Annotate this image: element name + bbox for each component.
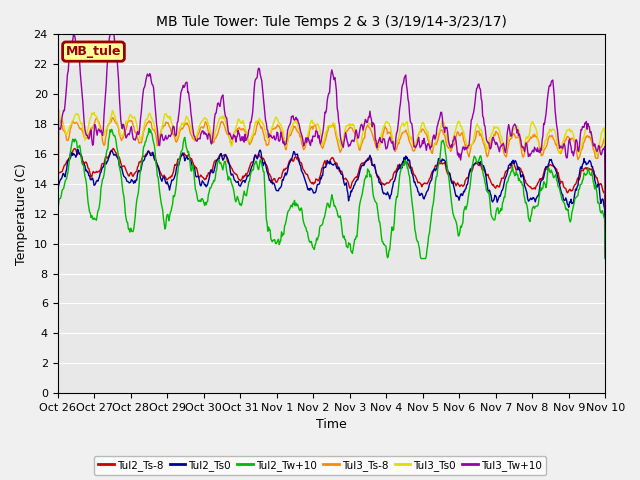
Tul2_Ts-8 — [205, 171, 213, 177]
Tul3_Ts-8 — [63, 138, 71, 144]
Tul2_Ts0 — [54, 252, 61, 258]
Tul3_Ts0 — [55, 108, 63, 113]
Tul3_Ts0 — [415, 131, 422, 137]
Tul2_Ts0 — [74, 146, 81, 152]
Tul3_Tw+10 — [54, 212, 61, 218]
Tul3_Ts0 — [399, 120, 406, 126]
Line: Tul2_Tw+10: Tul2_Tw+10 — [58, 129, 605, 259]
Tul3_Ts-8 — [415, 131, 422, 137]
Tul3_Ts0 — [602, 191, 609, 197]
Tul3_Ts-8 — [205, 130, 213, 135]
Tul2_Tw+10 — [602, 256, 609, 262]
Y-axis label: Temperature (C): Temperature (C) — [15, 163, 28, 264]
Title: MB Tule Tower: Tule Temps 2 & 3 (3/19/14-3/23/17): MB Tule Tower: Tule Temps 2 & 3 (3/19/14… — [156, 15, 507, 29]
Tul2_Tw+10 — [415, 242, 422, 248]
Line: Tul3_Ts0: Tul3_Ts0 — [58, 110, 605, 250]
Tul2_Tw+10 — [177, 153, 184, 158]
Tul3_Tw+10 — [70, 32, 77, 37]
Tul3_Tw+10 — [399, 82, 406, 87]
Legend: Tul2_Ts-8, Tul2_Ts0, Tul2_Tw+10, Tul3_Ts-8, Tul3_Ts0, Tul3_Tw+10: Tul2_Ts-8, Tul2_Ts0, Tul2_Tw+10, Tul3_Ts… — [94, 456, 546, 475]
Tul2_Tw+10 — [145, 126, 153, 132]
Line: Tul2_Ts0: Tul2_Ts0 — [58, 149, 605, 259]
Tul3_Tw+10 — [63, 72, 71, 77]
Tul2_Ts-8 — [121, 163, 129, 169]
Tul3_Ts0 — [177, 125, 184, 131]
Tul3_Ts0 — [65, 128, 72, 133]
Tul3_Ts-8 — [54, 253, 61, 259]
Tul3_Tw+10 — [177, 97, 184, 103]
Tul2_Tw+10 — [120, 193, 127, 199]
Tul2_Tw+10 — [54, 256, 61, 262]
Tul2_Ts0 — [177, 156, 184, 162]
Tul2_Tw+10 — [399, 163, 406, 169]
Tul3_Ts-8 — [399, 130, 406, 136]
Tul2_Ts0 — [63, 160, 71, 166]
Tul2_Ts0 — [399, 158, 406, 164]
Tul2_Ts-8 — [415, 180, 422, 185]
Tul3_Tw+10 — [205, 131, 213, 137]
Tul3_Ts-8 — [602, 198, 609, 204]
Tul3_Ts-8 — [177, 128, 184, 133]
Tul3_Ts0 — [121, 124, 129, 130]
Tul3_Ts-8 — [109, 115, 116, 120]
Tul2_Ts0 — [415, 189, 422, 195]
Tul3_Ts0 — [205, 123, 213, 129]
Tul3_Tw+10 — [602, 226, 609, 232]
Tul3_Tw+10 — [121, 127, 129, 132]
Tul2_Tw+10 — [63, 172, 71, 178]
Tul2_Ts-8 — [399, 160, 406, 166]
X-axis label: Time: Time — [316, 419, 347, 432]
Tul2_Ts0 — [205, 176, 213, 181]
Tul2_Ts0 — [602, 256, 609, 262]
Tul2_Ts-8 — [177, 154, 184, 159]
Tul2_Ts0 — [121, 174, 129, 180]
Line: Tul3_Ts-8: Tul3_Ts-8 — [58, 118, 605, 256]
Text: MB_tule: MB_tule — [66, 45, 121, 58]
Tul2_Ts-8 — [54, 242, 61, 248]
Line: Tul3_Tw+10: Tul3_Tw+10 — [58, 35, 605, 229]
Tul2_Ts-8 — [63, 157, 71, 163]
Line: Tul2_Ts-8: Tul2_Ts-8 — [58, 148, 605, 257]
Tul3_Tw+10 — [415, 134, 422, 140]
Tul2_Ts-8 — [602, 254, 609, 260]
Tul2_Tw+10 — [205, 189, 213, 195]
Tul3_Ts0 — [54, 247, 61, 252]
Tul2_Ts-8 — [109, 145, 117, 151]
Tul3_Ts-8 — [121, 132, 129, 138]
